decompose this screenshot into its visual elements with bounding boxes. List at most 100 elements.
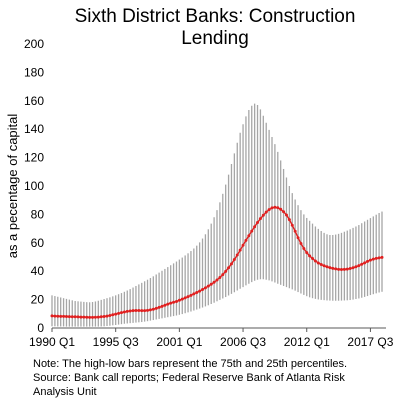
high-low-bars bbox=[51, 103, 383, 327]
median-point bbox=[82, 315, 86, 319]
median-series bbox=[50, 205, 384, 319]
median-point bbox=[319, 263, 323, 267]
median-point bbox=[316, 261, 320, 265]
note-line-1: Note: The high-low bars represent the 75… bbox=[33, 358, 348, 370]
median-point bbox=[192, 292, 196, 296]
median-point bbox=[354, 265, 358, 269]
y-tick-label: 200 bbox=[24, 37, 44, 51]
median-point bbox=[322, 264, 326, 268]
median-point bbox=[238, 248, 242, 252]
x-tick-label: 1995 Q3 bbox=[93, 335, 139, 349]
median-point bbox=[169, 301, 173, 305]
median-point bbox=[174, 299, 178, 303]
y-tick-label: 80 bbox=[31, 207, 45, 221]
median-point bbox=[380, 255, 384, 259]
median-point bbox=[261, 213, 265, 217]
median-point bbox=[250, 229, 254, 233]
median-point bbox=[111, 313, 115, 317]
median-point bbox=[360, 262, 364, 266]
median-point bbox=[311, 257, 315, 261]
y-tick-label: 160 bbox=[24, 94, 44, 108]
median-point bbox=[201, 288, 205, 292]
median-point bbox=[73, 315, 77, 319]
median-point bbox=[339, 267, 343, 271]
median-point bbox=[50, 314, 54, 318]
y-tick-label: 100 bbox=[24, 179, 44, 193]
median-point bbox=[290, 223, 294, 227]
x-tick-label: 1990 Q1 bbox=[29, 335, 75, 349]
median-point bbox=[371, 257, 375, 261]
median-point bbox=[348, 267, 352, 271]
median-point bbox=[221, 273, 225, 277]
median-point bbox=[114, 312, 118, 316]
median-point bbox=[282, 210, 286, 214]
median-point bbox=[177, 298, 181, 302]
median-point bbox=[134, 309, 138, 313]
median-point bbox=[125, 309, 129, 313]
x-axis-ticks: 1990 Q1 1995 Q3 2001 Q1 2006 Q3 2012 Q1 2017 … bbox=[29, 328, 394, 349]
median-point bbox=[119, 311, 123, 315]
y-tick-label: 60 bbox=[31, 236, 45, 250]
median-point bbox=[180, 297, 184, 301]
median-point bbox=[102, 314, 106, 318]
median-point bbox=[345, 267, 349, 271]
median-point bbox=[53, 314, 57, 318]
x-tick-label: 2012 Q1 bbox=[284, 335, 330, 349]
y-axis-title: as a pecentage of capital bbox=[5, 114, 20, 259]
median-point bbox=[117, 311, 121, 315]
y-tick-label: 0 bbox=[37, 321, 44, 335]
median-point bbox=[76, 315, 80, 319]
chart-title: Sixth District Banks: Construction Lendi… bbox=[40, 6, 390, 50]
median-point bbox=[313, 259, 317, 263]
median-point bbox=[366, 259, 370, 263]
median-point bbox=[160, 304, 164, 308]
median-point bbox=[108, 314, 112, 318]
median-point bbox=[64, 314, 68, 318]
note-line-3: Analysis Unit bbox=[33, 386, 97, 398]
median-point bbox=[374, 256, 378, 260]
median-point bbox=[244, 238, 248, 242]
median-point bbox=[88, 315, 92, 319]
median-point bbox=[131, 309, 135, 313]
chart-note: Note: The high-low bars represent the 75… bbox=[33, 357, 405, 399]
chart-title-line-2: Lending bbox=[181, 28, 249, 49]
median-point bbox=[302, 246, 306, 250]
median-point bbox=[218, 275, 222, 279]
median-point bbox=[189, 293, 193, 297]
median-point bbox=[224, 269, 228, 273]
median-point bbox=[122, 310, 126, 314]
median-point bbox=[357, 264, 361, 268]
median-point bbox=[203, 286, 207, 290]
median-point bbox=[337, 267, 341, 271]
median-point bbox=[93, 315, 97, 319]
median-point bbox=[209, 282, 213, 286]
median-point bbox=[299, 242, 303, 246]
y-tick-label: 120 bbox=[24, 151, 44, 165]
y-axis-ticks: 0 20 40 60 80 100 120 140 160 180 200 bbox=[24, 37, 44, 335]
y-tick-label: 180 bbox=[24, 65, 44, 79]
median-point bbox=[273, 205, 277, 209]
chart-title-line-1: Sixth District Banks: Construction bbox=[74, 6, 356, 27]
median-point bbox=[264, 210, 268, 214]
median-point bbox=[276, 206, 280, 210]
median-point bbox=[284, 213, 288, 217]
median-point bbox=[305, 251, 309, 255]
median-point bbox=[206, 284, 210, 288]
median-point bbox=[172, 300, 176, 304]
median-point bbox=[368, 258, 372, 262]
median-point bbox=[334, 267, 338, 271]
median-point bbox=[166, 302, 170, 306]
median-point bbox=[128, 309, 132, 313]
median-point bbox=[279, 207, 283, 211]
median-point bbox=[105, 314, 109, 318]
median-point bbox=[154, 306, 158, 310]
median-point bbox=[258, 217, 262, 221]
y-tick-label: 20 bbox=[31, 293, 45, 307]
median-point bbox=[215, 278, 219, 282]
median-point bbox=[270, 206, 274, 210]
median-point bbox=[195, 291, 199, 294]
median-point bbox=[99, 315, 103, 319]
median-point bbox=[235, 253, 239, 257]
median-point bbox=[140, 309, 144, 313]
